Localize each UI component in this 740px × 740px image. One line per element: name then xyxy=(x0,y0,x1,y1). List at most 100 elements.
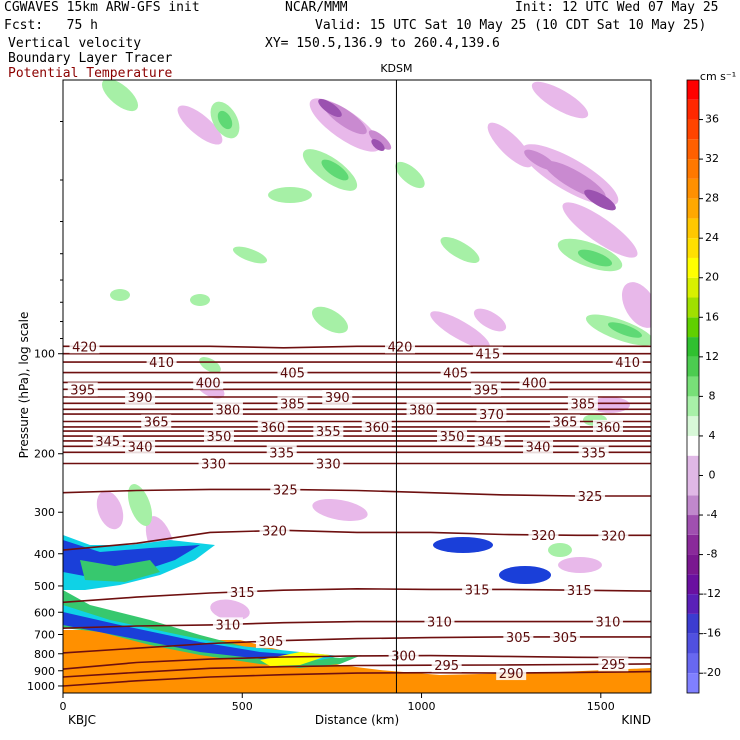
theta-contour-295 xyxy=(63,663,651,678)
y-tick-label: 900 xyxy=(34,665,55,678)
descent-region-strong xyxy=(318,98,342,118)
ascent-region xyxy=(127,484,153,526)
theta-label: 390 xyxy=(325,391,350,406)
theta-label: 325 xyxy=(578,490,603,505)
theta-label: 345 xyxy=(477,435,502,450)
theta-label: 320 xyxy=(262,525,287,540)
theta-label-bg xyxy=(313,456,344,471)
colorbar-swatch xyxy=(687,99,699,120)
theta-contour-300 xyxy=(63,654,651,670)
theta-label: 320 xyxy=(601,529,626,544)
theta-label: 315 xyxy=(465,583,490,598)
theta-contour-420 xyxy=(63,345,651,349)
theta-label: 350 xyxy=(440,430,465,445)
descent-region xyxy=(96,490,124,530)
theta-label-bg xyxy=(361,419,392,434)
theta-label: 305 xyxy=(553,631,578,646)
colorbar-swatch xyxy=(687,198,699,219)
theta-label: 315 xyxy=(567,584,592,599)
theta-label-bg xyxy=(523,439,554,454)
theta-label: 290 xyxy=(499,667,524,682)
colorbar-swatch xyxy=(687,317,699,338)
theta-contour-325 xyxy=(63,488,651,497)
theta-contour-310 xyxy=(63,620,651,629)
theta-label-bg xyxy=(437,429,468,444)
model-title: CGWAVES 15km ARW-GFS init xyxy=(4,0,200,15)
colorbar-tick-label: -20 xyxy=(703,666,721,679)
theta-label-bg xyxy=(146,355,177,370)
theta-label-bg xyxy=(277,365,308,380)
theta-label-bg xyxy=(385,339,416,354)
theta-label-bg xyxy=(259,523,290,538)
ascent-region xyxy=(110,289,130,301)
colorbar-swatch xyxy=(687,257,699,278)
theta-label: 400 xyxy=(522,376,547,391)
theta-label-bg xyxy=(549,414,580,429)
theta-label: 380 xyxy=(409,403,434,418)
potential-temperature-labels: 420 420 415 410 410 405 405 400 400 395 395 390 390 3… xyxy=(67,339,643,682)
colorbar-swatch xyxy=(687,337,699,357)
theta-label-bg xyxy=(406,402,437,417)
x-tick-label: 0 xyxy=(60,700,67,713)
ascent-region xyxy=(548,543,572,557)
theta-label: 310 xyxy=(427,616,452,631)
y-tick-label: 1000 xyxy=(27,680,55,693)
theta-contour-315 xyxy=(63,587,651,604)
ascent-region-moderate xyxy=(217,110,233,130)
ascent-region xyxy=(190,294,210,306)
x-tick-label: 1000 xyxy=(408,700,436,713)
theta-label-bg xyxy=(125,390,156,405)
theta-label-bg xyxy=(575,488,606,503)
theta-label: 295 xyxy=(601,658,626,673)
y-tick-label: 600 xyxy=(34,606,55,619)
y-axis-title: Pressure (hPa), log scale xyxy=(17,312,31,459)
y-tick-label: 200 xyxy=(34,448,55,461)
vertical-velocity-field xyxy=(96,80,651,621)
descent-region-strong xyxy=(584,189,616,211)
theta-label: 415 xyxy=(475,348,500,363)
descent-region-moderate xyxy=(368,130,392,150)
theta-label: 385 xyxy=(280,397,305,412)
colorbar-swatch xyxy=(687,376,699,397)
cross-section-coords: XY= 150.5,136.9 to 260.4,139.6 xyxy=(265,36,500,51)
theta-label-bg xyxy=(592,419,623,434)
theta-label-bg xyxy=(227,584,258,599)
theta-label: 420 xyxy=(72,340,97,355)
ascent-region xyxy=(232,246,268,264)
theta-label: 380 xyxy=(216,403,241,418)
theta-label: 420 xyxy=(388,340,413,355)
theta-label: 395 xyxy=(474,383,499,398)
theta-label-bg xyxy=(212,402,243,417)
theta-contour-290 xyxy=(63,670,651,687)
theta-label-bg xyxy=(193,375,224,390)
colorbar-swatch xyxy=(687,673,699,693)
colorbar-tick-label: 24 xyxy=(705,231,719,244)
colorbar-swatch xyxy=(687,554,699,575)
theta-label: 350 xyxy=(207,430,232,445)
descent-region xyxy=(312,499,368,521)
elevated-plume-blue xyxy=(433,537,493,553)
colorbar-tick-label: 20 xyxy=(705,271,719,284)
theta-label-bg xyxy=(266,445,297,460)
colorbar-tick-label: 0 xyxy=(709,468,716,481)
theta-label: 330 xyxy=(316,458,341,473)
y-tick-label: 400 xyxy=(34,548,55,561)
theta-label-bg xyxy=(198,456,229,471)
theta-label: 310 xyxy=(596,616,621,631)
colorbar-swatch xyxy=(687,594,699,614)
colorbar-frame xyxy=(686,79,700,694)
descent-region xyxy=(558,557,602,573)
colorbar-swatch xyxy=(687,159,699,179)
organization: NCAR/MMM xyxy=(285,0,348,15)
ascent-region xyxy=(268,187,312,203)
theta-label: 325 xyxy=(273,483,298,498)
theta-label-bg xyxy=(578,445,609,460)
theta-label: 370 xyxy=(479,408,504,423)
colorbar-tick-label: -4 xyxy=(707,508,718,521)
descent-region xyxy=(487,122,533,168)
theta-label: 355 xyxy=(316,425,341,440)
colorbar-swatch xyxy=(687,495,699,516)
theta-label: 400 xyxy=(196,376,221,391)
colorbar-tick-label: 12 xyxy=(705,350,719,363)
